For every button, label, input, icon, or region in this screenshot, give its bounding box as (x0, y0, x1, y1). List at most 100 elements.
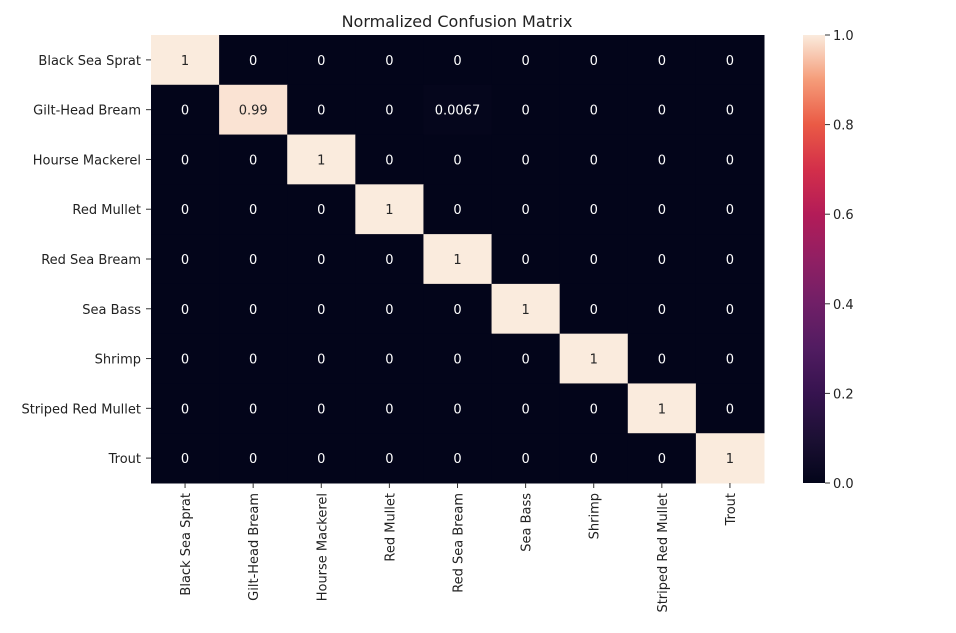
cell-value-label: 1 (726, 452, 734, 467)
heatmap-cell (627, 184, 697, 235)
heatmap-cell (287, 433, 356, 484)
cell-value-label: 0 (385, 402, 393, 417)
cell-value-label: 0 (317, 203, 325, 218)
x-tick-label: Sea Bass (520, 493, 535, 552)
cell-value-label: 0 (317, 452, 325, 467)
colorbar-tick-label: 1.0 (833, 29, 854, 44)
heatmap-cell (355, 134, 424, 185)
colorbar-tick-label: 0.4 (833, 298, 854, 313)
cell-value-label: 0 (249, 353, 257, 368)
heatmap-cell (219, 234, 288, 285)
heatmap-cell (151, 35, 220, 86)
cell-value-label: 0 (521, 452, 529, 467)
cell-value-label: 0 (181, 402, 189, 417)
cell-value-label: 0 (658, 253, 666, 268)
cell-value-label: 0 (521, 203, 529, 218)
heatmap-cell (695, 184, 765, 235)
cell-value-label: 0 (385, 303, 393, 318)
cell-value-label: 0 (726, 153, 734, 168)
heatmap-cell (423, 234, 493, 285)
cell-value-label: 0 (453, 303, 461, 318)
heatmap-cell (695, 134, 765, 185)
cell-value-label: 0 (317, 303, 325, 318)
cell-value-label: 0 (521, 402, 529, 417)
heatmap-cell (423, 35, 493, 86)
cell-value-label: 0 (181, 153, 189, 168)
heatmap-cell (355, 234, 424, 285)
cell-value-label: 0 (249, 402, 257, 417)
heatmap-cell (287, 35, 356, 86)
y-axis-ticks: Black Sea Sprat Gilt-Head Bream Hourse Mac… (21, 54, 151, 467)
heatmap-cell (151, 333, 220, 384)
y-tick-label: Striped Red Mullet (21, 402, 141, 417)
cell-value-label: 0 (590, 452, 598, 467)
heatmap-cell (287, 333, 356, 384)
cell-value-label: 0 (249, 203, 257, 218)
heatmap-cell (559, 134, 629, 185)
heatmap-cell (627, 134, 697, 185)
x-tick-label: Red Sea Bream (452, 493, 467, 593)
heatmap-cell (695, 234, 765, 285)
cell-value-label: 0 (658, 452, 666, 467)
cell-value-label: 0 (453, 54, 461, 69)
x-tick-label: Hourse Mackerel (315, 493, 330, 601)
heatmap-cell (423, 383, 493, 434)
cell-value-label: 1 (317, 153, 325, 168)
colorbar-tick-label: 0.6 (833, 208, 854, 223)
cell-value-label: 0 (658, 54, 666, 69)
cell-value-label: 0 (385, 104, 393, 119)
heatmap-cell (695, 383, 765, 434)
cell-value-label: 0 (249, 54, 257, 69)
heatmap-cell (219, 333, 288, 384)
heatmap-cell (559, 35, 629, 86)
cell-value-label: 0 (317, 402, 325, 417)
heatmap-cell (559, 184, 629, 235)
cell-value-label: 0 (658, 353, 666, 368)
cell-value-label: 0 (658, 303, 666, 318)
y-tick-label: Black Sea Sprat (38, 54, 141, 69)
y-tick-label: Gilt-Head Bream (33, 104, 141, 119)
heatmap-cell (559, 333, 629, 384)
heatmap-cell (355, 84, 424, 136)
cell-value-label: 1 (521, 303, 529, 318)
heatmap-cell (287, 383, 356, 434)
heatmap-cell (355, 433, 424, 484)
heatmap-cell (491, 35, 561, 86)
heatmap-cell (559, 234, 629, 285)
heatmap-cell (151, 433, 220, 484)
y-tick-label: Hourse Mackerel (33, 153, 141, 168)
cell-value-label: 0 (521, 54, 529, 69)
cell-value-label: 0 (181, 253, 189, 268)
cell-value-label: 0 (249, 303, 257, 318)
cell-value-label: 0.99 (239, 104, 268, 119)
heatmap-cell (627, 433, 697, 484)
cell-value-label: 0 (590, 303, 598, 318)
cell-value-label: 0 (590, 402, 598, 417)
heatmap-cell (423, 134, 493, 185)
heatmap-cell (491, 234, 561, 285)
x-tick-label: Striped Red Mullet (656, 493, 671, 613)
cell-value-label: 0 (726, 203, 734, 218)
heatmap-cell (559, 84, 629, 136)
heatmap-cell (627, 333, 697, 384)
heatmap-cell (355, 283, 424, 335)
heatmap-cell (287, 184, 356, 235)
heatmap-cell (627, 234, 697, 285)
cell-value-label: 0 (181, 203, 189, 218)
colorbar-gradient (803, 35, 825, 483)
cell-value-label: 0 (385, 353, 393, 368)
y-tick-label: Trout (108, 452, 141, 467)
heatmap-cell (695, 333, 765, 384)
heatmap-cell (695, 433, 765, 484)
cell-value-label: 1 (385, 203, 393, 218)
colorbar-tick-label: 0.2 (833, 387, 854, 402)
cell-value-labels: 1 0 0 0 0 0 0 0 0 0 0.99 0 0 0.0067 0 0 0 0 0 0 1 0 0 0 0 0 0 0 0 0 1 0… (181, 54, 734, 467)
x-tick-label: Black Sea Sprat (179, 493, 194, 596)
heatmap-cell (151, 383, 220, 434)
heatmap-cell (287, 134, 356, 185)
cell-value-label: 1 (590, 353, 598, 368)
heatmap-cell (355, 184, 424, 235)
heatmap-cell (627, 383, 697, 434)
cell-value-label: 0 (658, 203, 666, 218)
